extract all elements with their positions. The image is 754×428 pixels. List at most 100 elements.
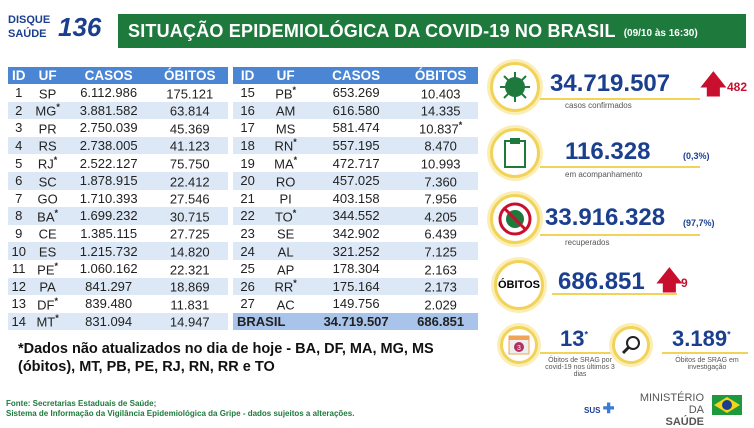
cell-value: 10.403 (420, 85, 461, 101)
table-cell: 178.304 (309, 260, 403, 278)
table-cell: 457.025 (308, 171, 404, 190)
cell-value: 2.738.005 (79, 138, 138, 154)
cell-value: 2.029 (424, 297, 457, 313)
table-cell: 5 (8, 154, 29, 172)
cell-value: 344.552 (332, 208, 380, 224)
table-cell: RO (262, 171, 309, 190)
deaths-badge: ÓBITOS (494, 260, 544, 310)
cell-value: AC (276, 297, 295, 313)
table-cell: DF* (29, 295, 65, 313)
cell-value: 2.522.127 (79, 155, 138, 171)
cell-value: 24 (240, 243, 255, 259)
logo-line1: DISQUE (8, 14, 51, 26)
cell-value: 3 (15, 120, 23, 136)
table-cell: MG* (29, 101, 66, 120)
table-cell: 3 (8, 119, 29, 137)
cell-value: 19 (240, 155, 255, 171)
asterisk: * (292, 207, 297, 218)
arrow-up-icon: 🡅 (656, 265, 683, 295)
table-cell: 20 (233, 171, 263, 190)
table-cell: 2.029 (403, 295, 478, 313)
recovered-pct: (97,7%) (683, 218, 715, 228)
plus-icon: ✚ (602, 400, 615, 416)
table-cell: 16 (233, 101, 263, 120)
cell-value: 27 (240, 296, 255, 312)
table-cell: 26 (233, 277, 263, 296)
asterisk: * (54, 207, 59, 218)
table-cell: 403.158 (309, 190, 403, 208)
asterisk: * (458, 119, 463, 130)
table-cell: 7 (8, 190, 29, 208)
cell-value: 10.993 (420, 156, 461, 172)
cell-value: 1.710.393 (79, 190, 138, 206)
footnote: *Dados não atualizados no dia de hoje - … (18, 341, 434, 375)
column-header: ID (233, 67, 263, 84)
cell-value: PR (38, 121, 57, 137)
total-row: BRASIL 34.719.507 686.851 (233, 312, 478, 331)
table-cell: 2 (8, 101, 30, 120)
cell-value: 4.205 (424, 209, 457, 225)
table-cell: PB* (262, 84, 309, 102)
asterisk: * (56, 102, 60, 113)
magnifier-icon (612, 326, 650, 364)
table-cell: 2.738.005 (65, 136, 152, 155)
table-row: 24 AL 321.252 7.125 (233, 242, 478, 260)
table-cell: 13 (8, 295, 29, 313)
table-cell: MS (262, 119, 309, 137)
table-cell: 6.439 (403, 225, 478, 243)
sus-text: SUS (584, 406, 601, 415)
table-cell: 2.163 (403, 260, 478, 278)
cell-value: 7.956 (424, 191, 457, 207)
cell-value: 6.112.986 (80, 85, 138, 101)
asterisk: * (727, 329, 731, 340)
table-cell: 149.756 (309, 295, 403, 313)
srag-investigation-label: Óbitos de SRAG em investigação (675, 357, 739, 371)
table-cell: 24 (233, 242, 263, 260)
recovered-label: recuperados (565, 238, 610, 247)
table-row: 16 AM 616.580 14.335 (233, 101, 478, 120)
update-datetime: (09/10 às 16:30) (623, 27, 698, 39)
table-row: 22 TO* 344.552 4.205 (233, 207, 478, 225)
source-line-2: Sistema de Informação da Vigilância Epid… (6, 409, 355, 418)
cell-value: 2 (15, 102, 23, 118)
table-row: 13 DF* 839.480 11.831 (8, 295, 228, 313)
table-cell: 4.205 (403, 207, 478, 225)
table-cell: 831.094 (65, 312, 152, 331)
cell-value: 321.252 (332, 243, 380, 259)
table-cell: PI (262, 190, 309, 208)
table-cell: 1.385.115 (66, 225, 152, 243)
table-cell: 7.125 (403, 242, 478, 260)
cell-value: GO (37, 191, 58, 207)
cell-value: 2.750.039 (79, 120, 138, 136)
cell-value: 581.474 (332, 120, 380, 136)
table-row: 4 RS 2.738.005 41.123 (8, 136, 228, 155)
cell-value: 342.902 (332, 226, 380, 242)
table-cell: 21 (233, 190, 262, 208)
cell-value: 8 (15, 208, 23, 224)
table-row: 10 ES 1.215.732 14.820 (8, 242, 228, 260)
table-cell: 6 (8, 171, 30, 190)
table-cell: 841.297 (65, 277, 152, 296)
cell-value: 175.121 (166, 85, 214, 101)
divider (540, 166, 700, 168)
table-cell: 175.121 (152, 84, 228, 102)
cell-value: 14 (11, 314, 26, 330)
table-cell: 10.837* (403, 119, 478, 137)
table-cell: 8.470 (403, 136, 478, 155)
logo-line2: SAÚDE (8, 28, 47, 40)
cell-value: 20 (240, 173, 255, 189)
column-header: ÓBITOS (151, 67, 228, 84)
table-cell: 2.522.127 (66, 154, 152, 172)
table-row: 5 RJ* 2.522.127 75.750 (8, 154, 228, 172)
table-row: 20 RO 457.025 7.360 (233, 171, 478, 190)
cell-value: 30.715 (169, 209, 210, 225)
cell-value: 175.164 (332, 278, 380, 294)
cell-value: 1.215.732 (79, 243, 138, 259)
table-cell: 18.869 (151, 277, 228, 296)
total-cases: 34.719.507 (308, 312, 404, 331)
table-cell: SP (29, 84, 65, 102)
asterisk: * (293, 278, 297, 289)
table-cell: 12 (8, 277, 30, 296)
cell-value: SP (38, 85, 57, 101)
table-cell: 342.902 (309, 225, 403, 243)
